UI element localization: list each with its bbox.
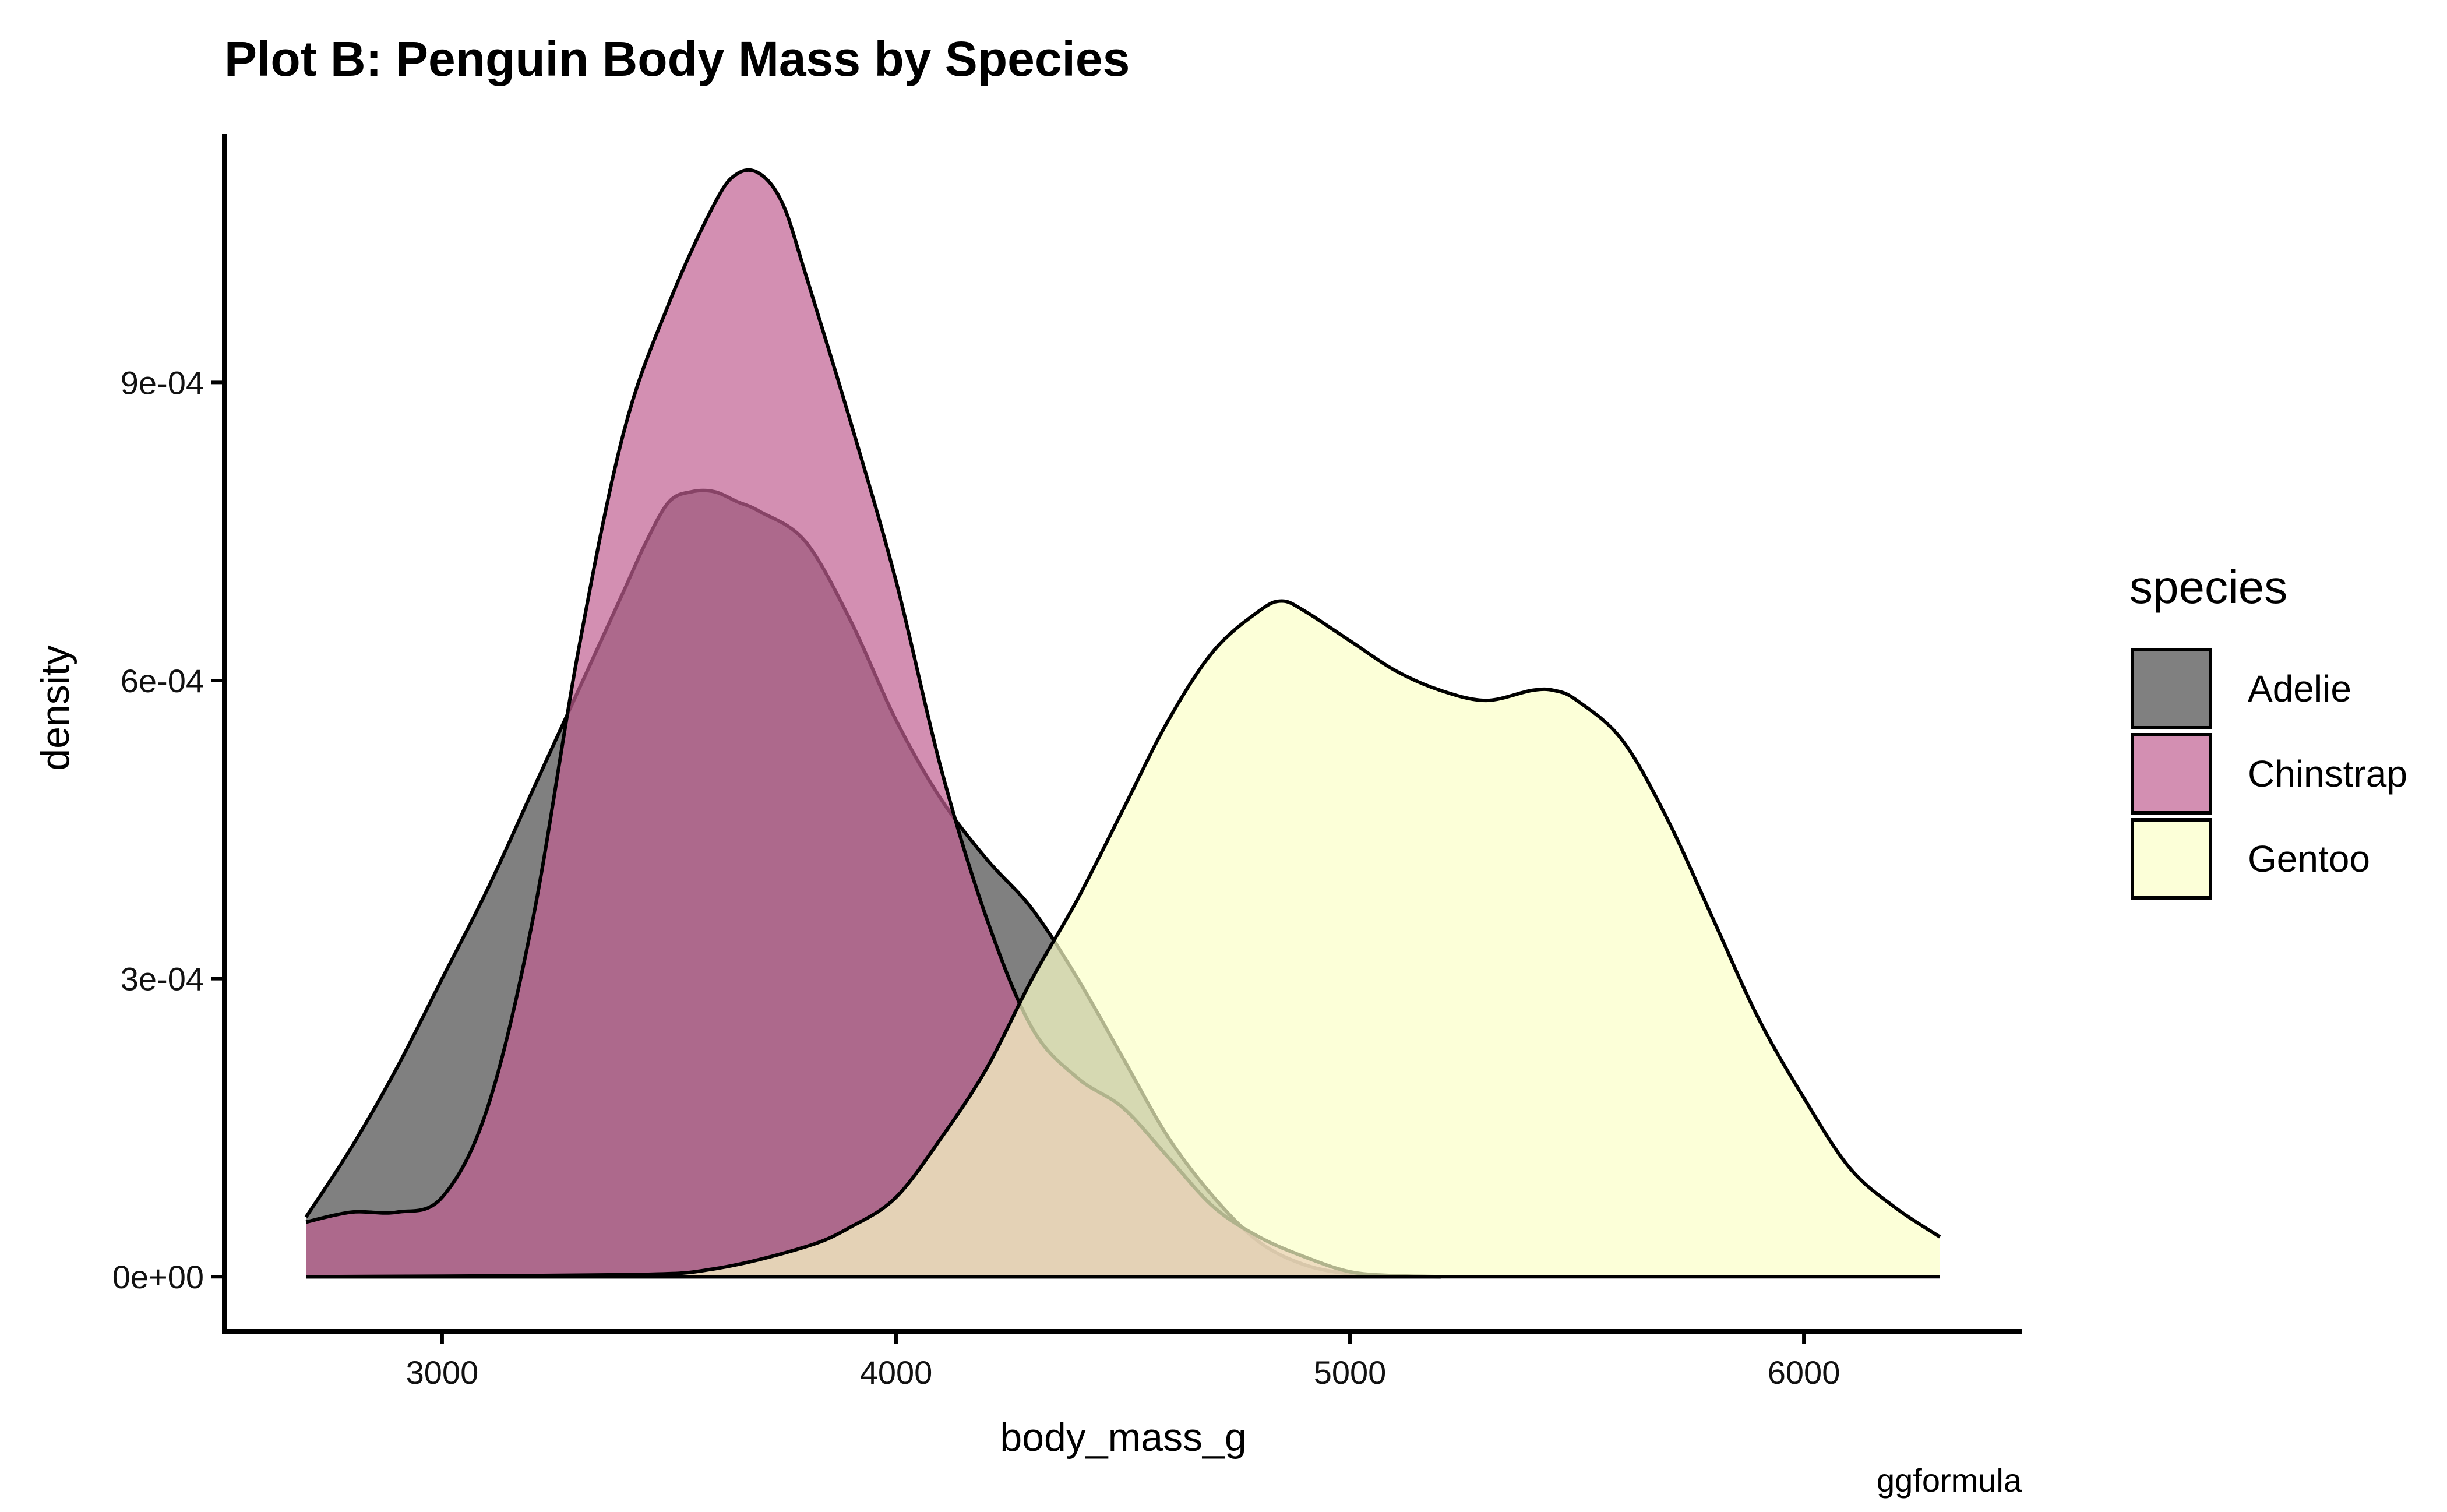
legend-key-adelie — [2131, 648, 2212, 729]
legend-key-gentoo — [2131, 818, 2212, 900]
caption: ggformula — [1877, 1462, 2022, 1499]
y-ticks: 0e+00 3e-04 6e-04 9e-04 — [112, 364, 224, 1295]
legend-label-gentoo: Gentoo — [2248, 838, 2370, 880]
density-curve-gentoo — [306, 599, 1941, 1279]
x-tick-label: 4000 — [860, 1354, 933, 1391]
chart-title: Plot B: Penguin Body Mass by Species — [224, 31, 1130, 86]
legend-label-adelie: Adelie — [2248, 668, 2351, 710]
legend-title: species — [2129, 561, 2287, 613]
y-tick-label: 6e-04 — [121, 662, 204, 699]
legend-key-chinstrap — [2131, 733, 2212, 815]
x-tick-label: 6000 — [1768, 1354, 1840, 1391]
y-tick-label: 3e-04 — [121, 961, 204, 998]
plot-area — [304, 168, 1941, 1279]
density-area-chinstrap — [306, 170, 1441, 1277]
axes — [222, 134, 2022, 1334]
legend: species Adelie Chinstrap Gentoo — [2129, 561, 2407, 900]
legend-label-chinstrap: Chinstrap — [2248, 753, 2407, 795]
x-tick-label: 5000 — [1314, 1354, 1387, 1391]
x-axis-title: body_mass_g — [1000, 1415, 1246, 1460]
x-tick-label: 3000 — [406, 1354, 479, 1391]
y-tick-label: 0e+00 — [112, 1259, 204, 1295]
density-area-gentoo — [306, 601, 1940, 1277]
y-tick-label: 9e-04 — [121, 364, 204, 401]
y-axis-title: density — [33, 645, 77, 770]
x-ticks: 3000 4000 5000 6000 — [406, 1331, 1840, 1391]
